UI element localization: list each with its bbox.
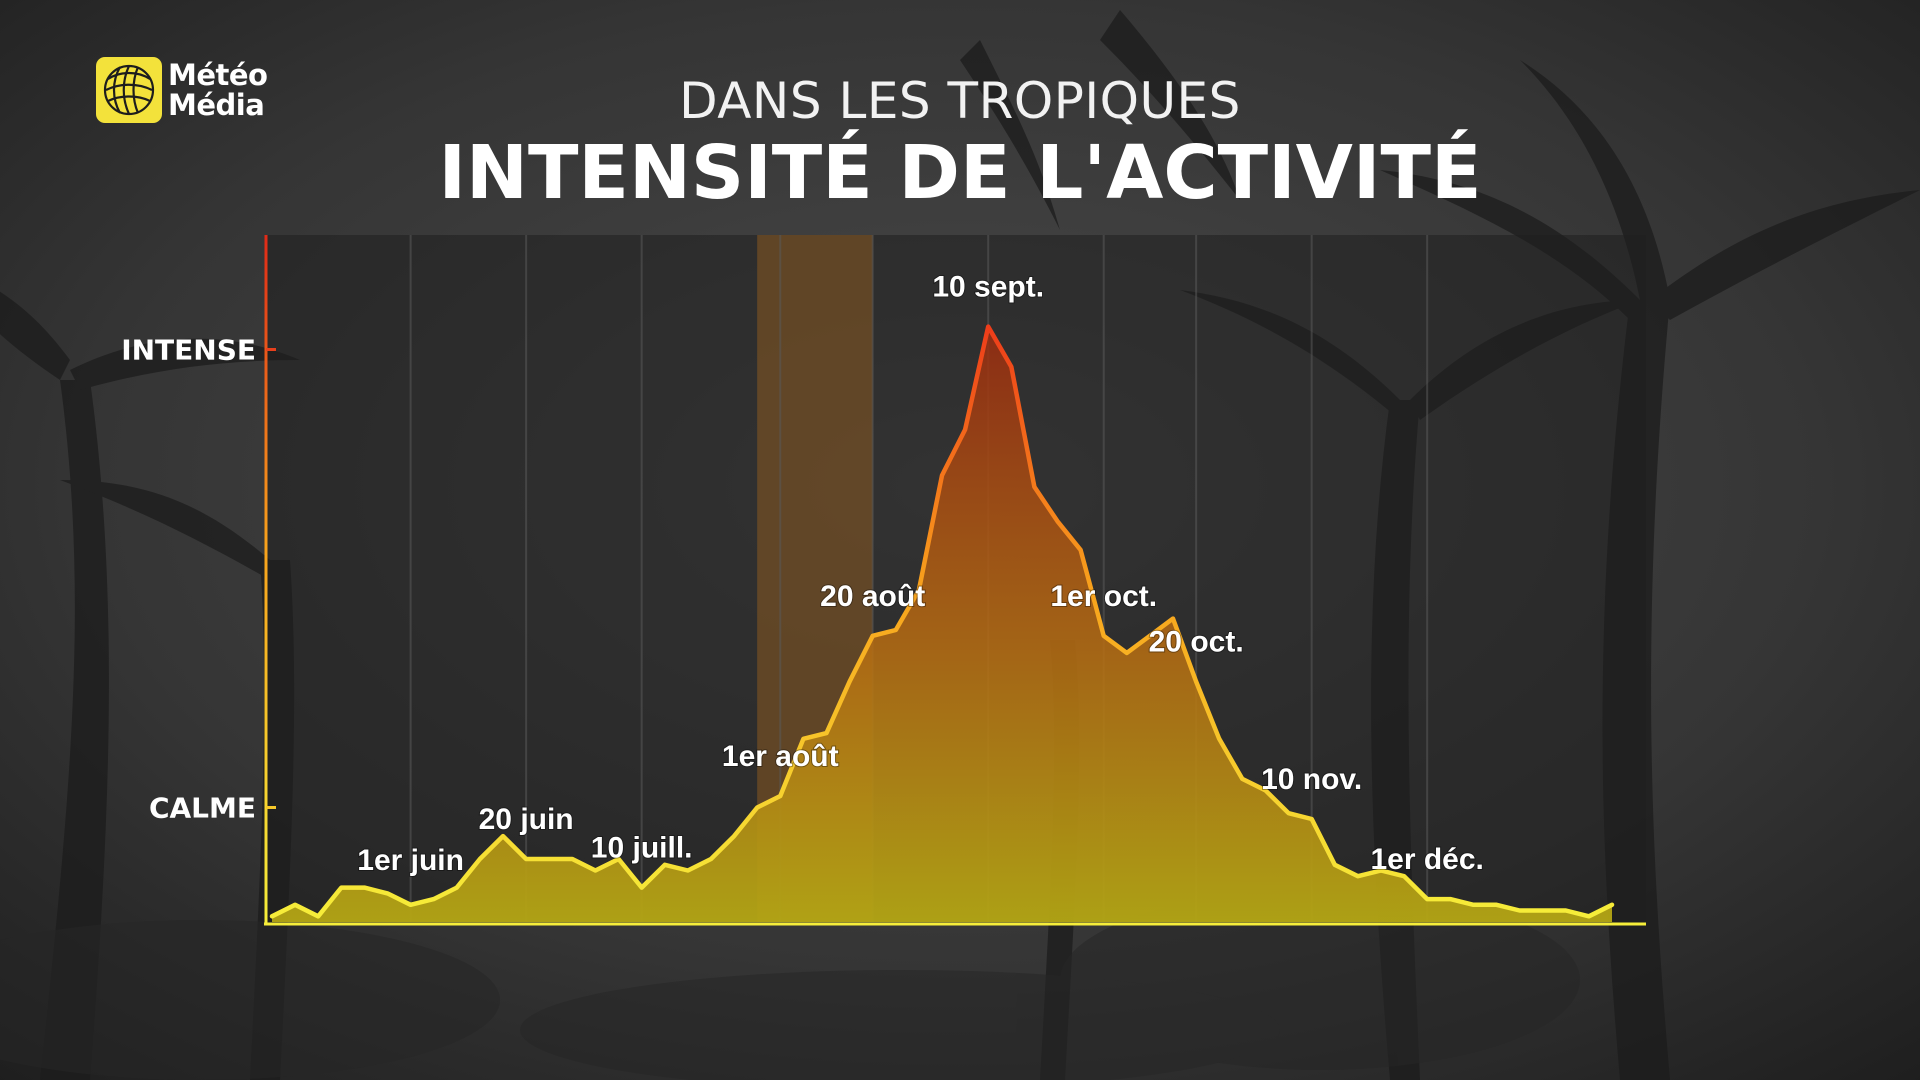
date-label: 1er août (722, 740, 839, 773)
date-label: 20 oct. (1149, 626, 1244, 659)
date-label: 10 juill. (591, 832, 693, 865)
globe-logo-icon (96, 57, 162, 123)
chart-title: INTENSITÉ DE L'ACTIVITÉ (438, 130, 1482, 216)
intensity-area (272, 326, 1612, 923)
date-label: 1er déc. (1370, 843, 1483, 876)
meteomedia-logo: Météo Média (96, 57, 268, 123)
date-label: 10 nov. (1261, 763, 1362, 796)
y-tick-label-intense: INTENSE (121, 334, 256, 367)
date-annotations: 1er juin 20 juin 10 juill. 1er août 20 août 1… (356, 270, 1485, 878)
logo-line2: Média (168, 88, 265, 122)
y-tick-group: CALME INTENSE (121, 334, 276, 825)
logo-line1: Météo (168, 58, 268, 92)
intensity-line (269, 324, 1615, 919)
y-tick-label-calme: CALME (149, 792, 256, 825)
date-label: 10 sept. (932, 271, 1044, 304)
logo-wordmark: Météo Média (168, 58, 268, 122)
date-label: 1er juin (357, 844, 464, 877)
chart-subtitle: DANS LES TROPIQUES (679, 72, 1241, 130)
date-label: 20 juin (479, 803, 574, 836)
date-label: 1er oct. (1050, 580, 1157, 613)
date-label: 20 août (820, 580, 925, 613)
